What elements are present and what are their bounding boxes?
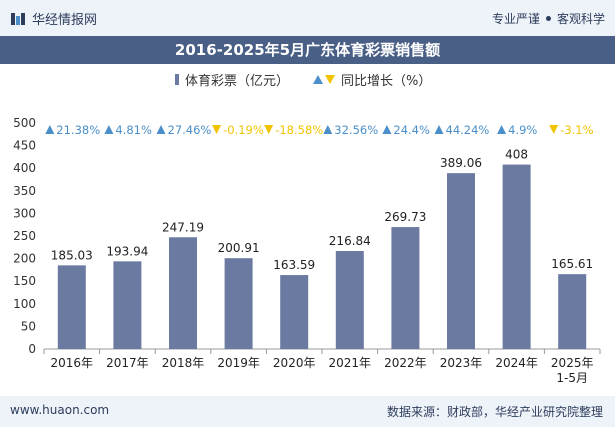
bar-value-label: 165.61 — [551, 257, 593, 271]
bar-value-label: 200.91 — [218, 241, 260, 255]
x-category-label: 1-5月 — [556, 371, 588, 385]
footer-source: 数据来源：财政部，华经产业研究院整理 — [386, 405, 603, 419]
x-category-label: 2022年 — [384, 356, 427, 370]
y-tick-label: 100 — [13, 297, 36, 311]
bar — [391, 227, 420, 349]
y-tick-label: 50 — [21, 319, 36, 333]
growth-label: 44.24% — [446, 123, 490, 137]
growth-up-triangle-icon — [156, 125, 166, 134]
separator-dot-icon — [545, 16, 551, 21]
footer: www.huaon.com 数据来源：财政部，华经产业研究院整理 — [0, 396, 615, 427]
bar-value-label: 389.06 — [440, 156, 482, 170]
growth-up-triangle-icon — [382, 125, 392, 134]
bar-value-label: 163.59 — [273, 258, 315, 272]
legend-up-triangle-icon — [313, 75, 324, 84]
bar — [280, 275, 309, 349]
brand-name: 华经情报网 — [32, 13, 98, 28]
bar — [335, 250, 364, 349]
growth-label: 24.4% — [393, 123, 430, 137]
x-category-label: 2020年 — [273, 356, 316, 370]
growth-label: 27.46% — [168, 123, 212, 137]
growth-label: -18.58% — [275, 123, 323, 137]
y-tick-label: 450 — [13, 139, 36, 153]
legend-bar-swatch-icon — [175, 74, 179, 85]
growth-up-triangle-icon — [323, 125, 333, 134]
x-category-label: 2017年 — [106, 356, 149, 370]
bar — [224, 258, 253, 349]
bar-value-label: 247.19 — [162, 220, 204, 234]
y-tick-label: 300 — [13, 206, 36, 220]
growth-up-triangle-icon — [497, 125, 507, 134]
tagline: 专业严谨 客观科学 — [492, 10, 605, 27]
tagline-2: 客观科学 — [556, 12, 605, 26]
chart-title: 2016-2025年5月广东体育彩票销售额 — [0, 36, 615, 64]
bar — [447, 173, 475, 349]
bar-value-label: 216.84 — [329, 234, 371, 248]
growth-label: -0.19% — [223, 123, 264, 137]
growth-up-triangle-icon — [104, 125, 114, 134]
growth-label: -3.1% — [560, 123, 593, 137]
growth-label: 21.38% — [56, 123, 100, 137]
y-tick-label: 350 — [13, 184, 36, 198]
y-tick-label: 500 — [13, 116, 36, 130]
bar — [558, 274, 587, 349]
growth-label: 4.9% — [508, 123, 537, 137]
x-category-label: 2018年 — [162, 356, 205, 370]
growth-label: 4.81% — [115, 123, 152, 137]
chart-legend: 体育彩票（亿元） 同比增长（%） — [175, 70, 431, 89]
bar — [502, 164, 531, 349]
tagline-1: 专业严谨 — [491, 12, 540, 26]
bar — [169, 237, 197, 349]
y-tick-label: 0 — [28, 342, 36, 356]
growth-down-triangle-icon — [212, 125, 222, 134]
growth-down-triangle-icon — [549, 125, 559, 134]
legend-series2-label: 同比增长（%） — [341, 74, 432, 89]
bar-value-label: 193.94 — [106, 244, 148, 258]
growth-up-triangle-icon — [434, 125, 444, 134]
y-tick-label: 150 — [13, 274, 36, 288]
growth-up-triangle-icon — [45, 125, 55, 134]
y-tick-label: 200 — [13, 252, 36, 266]
growth-label: 32.56% — [334, 123, 378, 137]
bar-value-label: 408 — [505, 148, 528, 162]
legend-down-triangle-icon — [325, 75, 336, 84]
footer-url: www.huaon.com — [10, 403, 110, 417]
bar — [57, 265, 86, 349]
top-bar: 华经情报网 专业严谨 客观科学 — [0, 0, 615, 36]
y-tick-label: 250 — [13, 229, 36, 243]
x-category-label: 2024年 — [495, 356, 538, 370]
growth-down-triangle-icon — [264, 125, 274, 134]
legend-series1-label: 体育彩票（亿元） — [185, 74, 290, 89]
y-tick-label: 400 — [13, 161, 36, 175]
x-category-label: 2019年 — [217, 356, 260, 370]
x-category-label: 2025年 — [551, 356, 594, 370]
x-category-label: 2021年 — [329, 356, 372, 370]
bar-chart: 0 50 100 150 200 250 300 350 400 450 500 185.03 2016… — [13, 116, 601, 385]
huajing-logo-icon — [11, 12, 25, 25]
bar-value-label: 269.73 — [384, 210, 426, 224]
bar — [113, 261, 142, 349]
bar-value-label: 185.03 — [51, 248, 93, 262]
x-category-label: 2016年 — [51, 356, 94, 370]
brand: 华经情报网 — [10, 9, 97, 28]
x-category-label: 2023年 — [440, 356, 483, 370]
